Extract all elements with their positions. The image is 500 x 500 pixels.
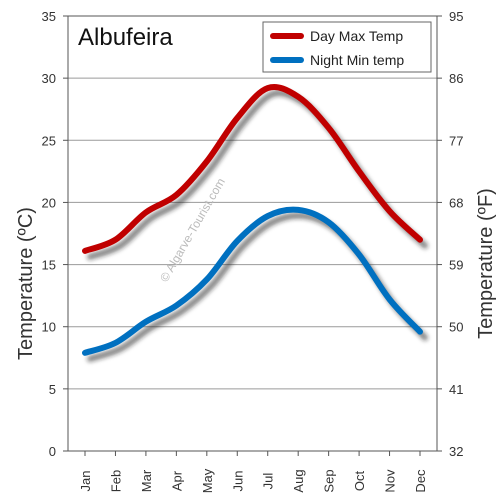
data-point [358, 253, 361, 256]
title-layer: Albufeira [78, 24, 173, 51]
x-tick-label: Oct [352, 471, 367, 492]
data-point [205, 160, 208, 163]
data-point [327, 126, 330, 129]
plot-frame [67, 15, 438, 452]
y-tick-label-left: 15 [42, 258, 56, 273]
y-tick-label-right: 68 [449, 195, 463, 210]
y-tick-label-left: 10 [42, 320, 56, 335]
series-line-0 [82, 84, 423, 254]
x-tick-label: Sep [322, 469, 337, 492]
x-tick-label: Dec [413, 469, 428, 493]
x-tick-label: Apr [169, 470, 184, 491]
data-point [175, 193, 178, 196]
data-point [266, 215, 269, 218]
x-tick-label: Jan [78, 471, 93, 492]
data-point [175, 304, 178, 307]
x-tick-label: Feb [108, 470, 123, 492]
x-tick-label: May [200, 468, 215, 493]
y-tick-label-left: 20 [42, 195, 56, 210]
series-line-1 [82, 206, 423, 356]
data-point [297, 95, 300, 98]
y-tick-label-left: 5 [49, 382, 56, 397]
data-point [84, 249, 87, 252]
legend-box [262, 21, 432, 73]
y-tick-label-right: 77 [449, 133, 463, 148]
y-axis-title-left: Temperature (ºC) [15, 207, 37, 360]
data-point [114, 341, 117, 344]
x-tick-label: Aug [291, 469, 306, 492]
x-tick-label: Mar [139, 469, 154, 492]
data-point [419, 238, 422, 241]
data-point [205, 278, 208, 281]
series-lines [82, 84, 423, 356]
gridlines [68, 77, 437, 390]
data-point [388, 210, 391, 213]
y-tick-label-left: 35 [42, 9, 56, 24]
data-point [327, 221, 330, 224]
data-point [388, 298, 391, 301]
data-point [297, 208, 300, 211]
y-tick-label-left: 25 [42, 133, 56, 148]
y-tick-label-right: 32 [449, 444, 463, 459]
legend-label-0: Day Max Temp [310, 28, 403, 44]
y-tick-label-right: 86 [449, 71, 463, 86]
axes: 0 32 5 41 10 50 15 59 20 68 25 77 30 86 35 95 Jan Feb Mar A… [15, 9, 497, 493]
data-point [114, 238, 117, 241]
data-point [236, 116, 239, 119]
data-point [419, 330, 422, 333]
y-tick-label-left: 0 [49, 444, 56, 459]
data-point [266, 87, 269, 90]
data-point [358, 170, 361, 173]
data-point [144, 211, 147, 214]
y-tick-label-right: 95 [449, 9, 463, 24]
data-point [84, 351, 87, 354]
x-tick-label: Nov [383, 469, 398, 493]
y-axis-title-right: Temperature (ºF) [475, 188, 497, 339]
legend-label-1: Night Min temp [310, 52, 404, 68]
legend: Day Max Temp Night Min temp [262, 21, 432, 73]
data-point [236, 239, 239, 242]
y-tick-label-right: 41 [449, 382, 463, 397]
y-tick-label-right: 59 [449, 258, 463, 273]
y-tick-label-left: 30 [42, 71, 56, 86]
y-tick-label-right: 50 [449, 320, 463, 335]
x-tick-label: Jul [261, 473, 276, 490]
chart-title: Albufeira [78, 24, 173, 51]
x-tick-label: Jun [230, 471, 245, 492]
series-shadow-1 [87, 212, 428, 362]
data-point [144, 320, 147, 323]
